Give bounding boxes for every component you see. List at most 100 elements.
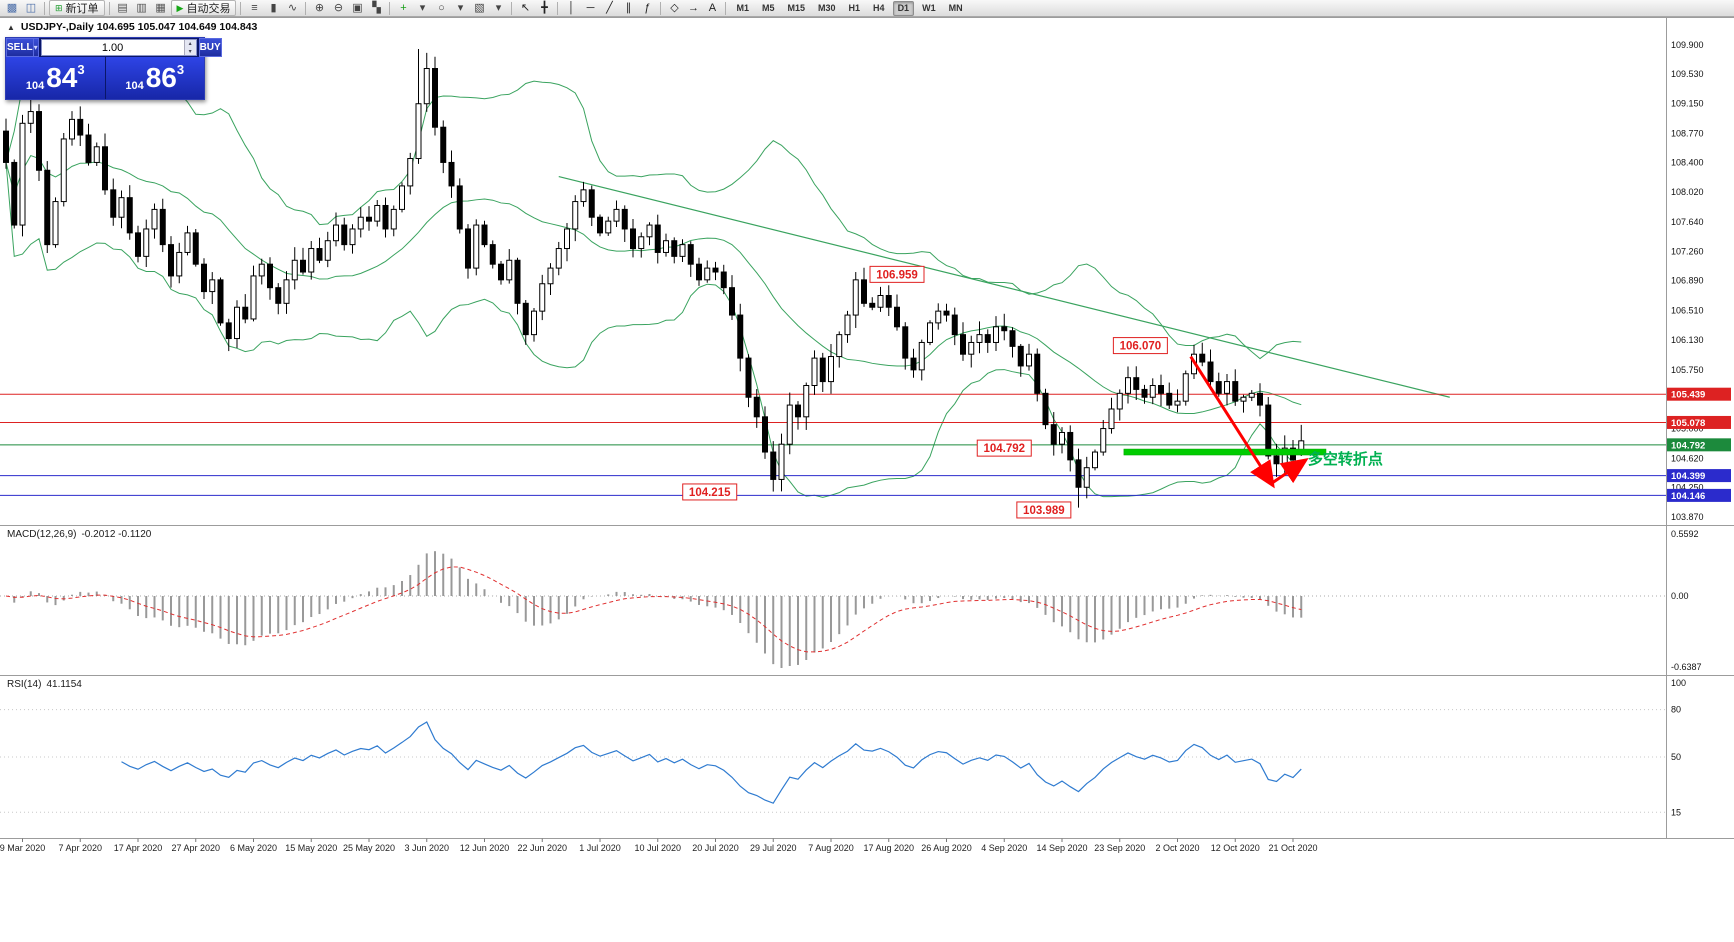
svg-text:103.870: 103.870 <box>1671 512 1704 522</box>
svg-text:105.078: 105.078 <box>1671 418 1705 429</box>
trend-arrow[interactable] <box>1270 458 1309 485</box>
navigator-icon[interactable]: ▦ <box>155 1 166 14</box>
periods-icon[interactable]: ○ <box>438 1 445 14</box>
templates-dropdown-icon[interactable]: ▾ <box>495 1 502 14</box>
indicators-dropdown-icon[interactable]: ▾ <box>419 1 426 14</box>
data-window-icon[interactable]: ▥ <box>136 1 147 14</box>
volume-spinner[interactable]: ▴ ▾ <box>183 40 196 55</box>
price-callout-text: 104.792 <box>983 443 1025 455</box>
text-label-icon[interactable]: A <box>708 1 717 14</box>
bars-chart-icon[interactable]: ≡ <box>251 1 258 14</box>
toolbar-separator <box>44 1 45 15</box>
timeframe-d1-button[interactable]: D1 <box>892 0 915 16</box>
line-chart-icon[interactable]: ∿ <box>287 1 298 14</box>
svg-text:20 Jul 2020: 20 Jul 2020 <box>692 843 739 853</box>
tile-windows-icon[interactable]: ▣ <box>352 1 363 14</box>
svg-text:25 May 2020: 25 May 2020 <box>343 843 395 853</box>
price-callout-box[interactable] <box>976 439 1032 457</box>
pane-separators <box>0 17 1734 839</box>
svg-text:12 Jun 2020: 12 Jun 2020 <box>460 843 510 853</box>
svg-text:107.260: 107.260 <box>1671 247 1704 257</box>
svg-text:109.530: 109.530 <box>1671 69 1704 79</box>
spinner-down-icon[interactable]: ▾ <box>188 49 192 55</box>
svg-text:80: 80 <box>1671 705 1681 715</box>
ask-price[interactable]: 104 86 3 <box>105 57 204 99</box>
fibonacci-icon[interactable]: ƒ <box>644 1 651 14</box>
autotrade-button-icon: ▶ <box>176 2 184 13</box>
vertical-line-icon[interactable]: │ <box>568 1 575 14</box>
svg-text:104.399: 104.399 <box>1671 471 1705 482</box>
svg-text:29 Jul 2020: 29 Jul 2020 <box>750 843 797 853</box>
price-callout-box[interactable] <box>1016 501 1072 519</box>
zoom-in-icon[interactable]: ⊕ <box>314 1 325 14</box>
templates-icon[interactable]: ▧ <box>474 1 485 14</box>
support-zone-bar[interactable] <box>1123 448 1327 456</box>
svg-text:7 Aug 2020: 7 Aug 2020 <box>808 843 854 853</box>
cascade-windows-icon[interactable]: ▚ <box>372 1 381 14</box>
bid-price[interactable]: 104 84 3 <box>6 57 106 99</box>
toolbar-separator <box>557 1 559 15</box>
timeframe-m15-button[interactable]: M15 <box>787 2 806 13</box>
descending-trendline[interactable] <box>558 175 1450 398</box>
one-click-trading-panel: SELL ▾ ▴ ▾ BUY 104 84 3 104 86 3 <box>5 37 222 100</box>
candles-chart-icon[interactable]: ▮ <box>270 1 277 14</box>
timeframe-h1-button[interactable]: H1 <box>848 2 861 13</box>
price-callout-box[interactable] <box>1112 337 1168 355</box>
macd-axis: 0.5592 0.00 -0.6387 <box>1671 529 1702 672</box>
price-callout-box[interactable] <box>682 483 738 501</box>
horizontal-line-icon[interactable]: ─ <box>586 1 595 14</box>
trendline-icon[interactable]: ╱ <box>606 1 613 14</box>
macd-values: -0.2012 -0.1120 <box>81 529 152 540</box>
timeframe-mn-button[interactable]: MN <box>948 2 963 13</box>
svg-text:14 Sep 2020: 14 Sep 2020 <box>1036 843 1087 853</box>
timeframe-w1-button[interactable]: W1 <box>922 2 936 13</box>
svg-text:26 Aug 2020: 26 Aug 2020 <box>921 843 972 853</box>
svg-text:1 Jul 2020: 1 Jul 2020 <box>579 843 621 853</box>
volume-input[interactable] <box>41 40 184 55</box>
sell-button[interactable]: SELL <box>6 38 34 57</box>
buy-button[interactable]: BUY <box>198 38 222 57</box>
new-order-button[interactable]: ⊞ 新订单 <box>49 0 105 16</box>
cursor-icon[interactable]: ↖ <box>520 1 531 14</box>
shapes-icon[interactable]: ◇ <box>670 1 679 14</box>
toolbar-separator <box>108 1 110 15</box>
price-tag <box>1667 488 1731 502</box>
order-type-dropdown-icon[interactable]: ▾ <box>33 38 39 57</box>
ask-big-digits: 86 <box>145 62 177 93</box>
timeframe-h4-button[interactable]: H4 <box>873 2 885 13</box>
svg-text:6 May 2020: 6 May 2020 <box>230 843 277 853</box>
spinner-up-icon[interactable]: ▴ <box>188 41 192 47</box>
svg-text:15 May 2020: 15 May 2020 <box>285 843 337 853</box>
timeframe-m30-button[interactable]: M30 <box>818 2 836 13</box>
ask-superscript: 3 <box>176 62 185 77</box>
crosshair-icon[interactable]: ╋ <box>541 1 548 14</box>
candlestick-series <box>3 48 1305 508</box>
timeframe-m5-button[interactable]: M5 <box>761 2 775 13</box>
svg-text:2 Oct 2020: 2 Oct 2020 <box>1155 843 1199 853</box>
price-tag <box>1667 387 1731 401</box>
macd-name: MACD(12,26,9) <box>7 529 77 540</box>
toolbar-separator <box>305 1 307 15</box>
channel-icon[interactable]: ∥ <box>625 1 632 14</box>
bid-prefix: 104 <box>25 80 45 92</box>
toolbar: ▩ ◫ ⊞ 新订单 ▤ ▥ ▦ ▶ 自动交易 ≡ ▮ ∿ ⊕ ⊖ ▣ ▚ + ▾ ○ ▾ ▧ ▾ ↖ ╋ │ ─ ╱ ∥ ƒ ◇ → A M1 M… <box>0 0 1734 17</box>
collapse-trade-panel-icon[interactable]: ▲ <box>7 22 15 32</box>
zoom-out-icon[interactable]: ⊖ <box>333 1 344 14</box>
indicators-icon[interactable]: + <box>400 1 407 14</box>
new-order-button-label: 新订单 <box>65 3 99 15</box>
timeframe-m1-button[interactable]: M1 <box>736 2 749 13</box>
autotrade-button[interactable]: ▶ 自动交易 <box>170 0 237 16</box>
reversal-note-text[interactable]: 多空转折点 <box>1308 450 1383 468</box>
periods-dropdown-icon[interactable]: ▾ <box>457 1 464 14</box>
price-callout-box[interactable] <box>869 265 925 283</box>
trend-arrow[interactable] <box>1189 355 1275 489</box>
new-chart-icon[interactable]: ▩ <box>6 1 18 14</box>
new-order-button-icon: ⊞ <box>55 2 63 13</box>
rsi-value: 41.1154 <box>46 679 82 690</box>
market-watch-icon[interactable]: ▤ <box>117 1 128 14</box>
symbol-ohlc-text: USDJPY-,Daily 104.695 105.047 104.649 10… <box>20 21 258 33</box>
arrows-icon[interactable]: → <box>687 1 699 14</box>
svg-text:104.792: 104.792 <box>1671 440 1705 451</box>
profiles-icon[interactable]: ◫ <box>25 1 37 14</box>
